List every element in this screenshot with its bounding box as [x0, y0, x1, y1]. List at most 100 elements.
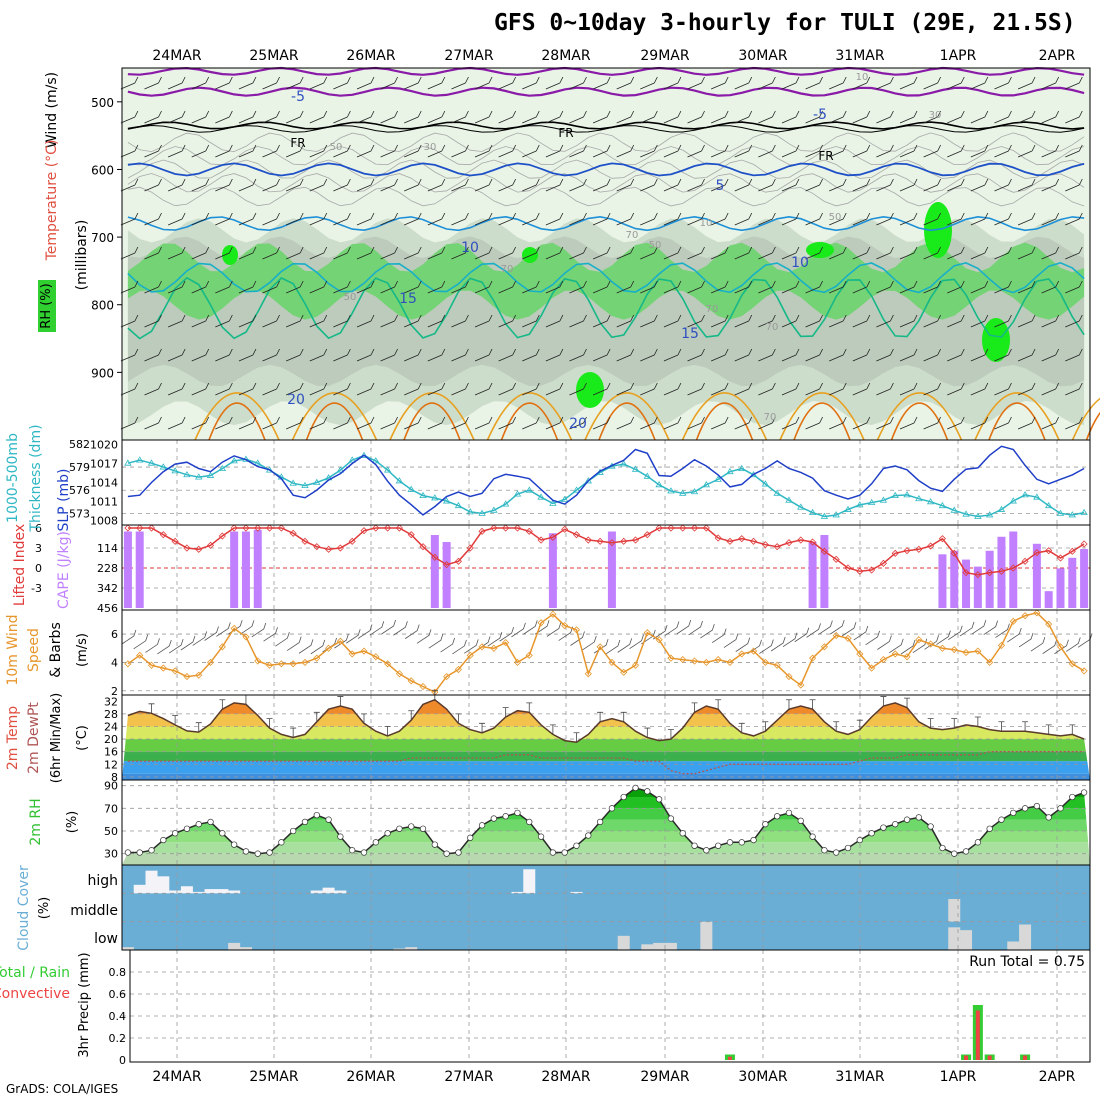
frame-precip	[129, 949, 1091, 1063]
wind-barb	[758, 246, 776, 260]
label-lifted-index: Lifted Index	[12, 524, 28, 606]
wind-barb	[356, 76, 375, 90]
cape-bar	[962, 559, 971, 608]
wind-barb	[380, 246, 398, 260]
rh2m-point	[880, 824, 887, 831]
thickness-point	[572, 486, 581, 493]
isotherm-label: -5	[291, 89, 305, 105]
rh2m-point	[573, 842, 580, 849]
date-label-top: 31MAR	[835, 48, 884, 64]
wind-barb	[262, 76, 280, 90]
wind-barb	[120, 178, 139, 192]
wind-barb	[947, 416, 965, 430]
date-label-top: 25MAR	[249, 48, 298, 64]
thickness-point	[171, 467, 179, 474]
wind-barb	[640, 144, 658, 158]
wind-barb	[663, 246, 682, 260]
rh2m-point	[951, 850, 958, 857]
warm-arch	[974, 392, 1060, 441]
wind-barb	[144, 348, 162, 362]
pressure-tick-label: 500	[91, 96, 114, 110]
lifted-index-point	[986, 569, 994, 577]
rh2m-point	[124, 849, 132, 856]
wind-barb	[545, 416, 564, 430]
wind-barb	[970, 212, 989, 226]
lifted-index-point	[183, 544, 191, 552]
surface-wind-barb	[723, 633, 739, 648]
temp-stripe	[122, 726, 1090, 740]
cape-bar	[135, 531, 144, 608]
lifted-index-point	[254, 524, 262, 532]
rh2m-point	[962, 848, 970, 855]
tick-label: 0.6	[109, 988, 127, 1001]
rh-core-5	[522, 247, 538, 263]
cloud-bar-high	[334, 890, 347, 894]
wind-barb	[120, 110, 139, 124]
pressure-tick-label: 700	[91, 231, 114, 245]
thickness-point	[1044, 501, 1053, 509]
minmax-bar	[337, 696, 344, 707]
wind-barb	[994, 314, 1012, 328]
lifted-index-point	[431, 553, 439, 561]
wind-speed-point	[809, 654, 817, 662]
wind-speed-line	[127, 611, 1085, 694]
wind-barb	[781, 416, 800, 430]
wind-barb	[474, 382, 493, 396]
wind-barb	[498, 314, 517, 328]
thickness-point	[738, 464, 746, 471]
wind-barb	[1017, 382, 1036, 396]
thickness-point	[301, 481, 309, 488]
surface-wind-barb	[180, 635, 196, 651]
wind-speed-point	[218, 643, 226, 651]
wind-barb	[144, 246, 162, 260]
wind-barb	[616, 280, 635, 294]
minmax-bar	[242, 694, 249, 705]
lifted-index-point	[702, 524, 710, 532]
wind-barb	[569, 110, 587, 124]
wind-barb	[923, 416, 941, 430]
wind-barb	[970, 348, 989, 362]
label-wind-units: (m/s)	[75, 633, 90, 667]
slp-line	[127, 445, 1085, 516]
wind-speed-point	[1080, 667, 1088, 675]
wind-barb	[829, 348, 847, 362]
wind-barb	[404, 416, 422, 430]
date-label-bottom: 31MAR	[835, 1069, 884, 1085]
rh2m-point	[856, 836, 863, 844]
wind-barb	[994, 178, 1012, 192]
surface-wind-barb	[452, 639, 467, 655]
wind-barb	[451, 76, 469, 90]
surface-wind-barb	[369, 621, 385, 636]
wind-barb	[640, 280, 658, 294]
rh2m-point	[301, 818, 309, 826]
lifted-index-point	[974, 571, 982, 579]
lifted-index-point	[738, 535, 746, 543]
surface-wind-barb	[381, 619, 396, 635]
wind-barb	[970, 280, 989, 294]
thickness-point	[584, 477, 592, 484]
grads-credit: GrADS: COLA/IGES	[6, 1082, 119, 1096]
wind-barb	[899, 76, 918, 90]
thickness-point	[360, 451, 368, 458]
date-label-bottom: 24MAR	[152, 1069, 201, 1085]
wind-barb	[333, 144, 351, 158]
wind-barb	[451, 178, 469, 192]
thickness-point	[124, 459, 132, 466]
wind-barb	[474, 212, 493, 226]
wind-barb	[1017, 144, 1036, 158]
wind-barb	[876, 348, 894, 362]
dewpoint-line	[127, 751, 1085, 775]
wind-barb	[380, 212, 398, 226]
wind-barb	[781, 76, 800, 90]
tick-label: 0.8	[109, 966, 127, 979]
rh2m-point	[514, 809, 521, 817]
wind-barb	[852, 178, 871, 192]
thickness-point	[1056, 509, 1065, 516]
wind-barb	[380, 280, 398, 294]
wind-barb	[404, 76, 422, 90]
cloud-background	[122, 865, 1090, 950]
rh-contour-label: 50	[344, 292, 357, 303]
minmax-bar	[809, 699, 816, 710]
wind-barb	[404, 280, 422, 294]
wind-barb	[970, 382, 989, 396]
